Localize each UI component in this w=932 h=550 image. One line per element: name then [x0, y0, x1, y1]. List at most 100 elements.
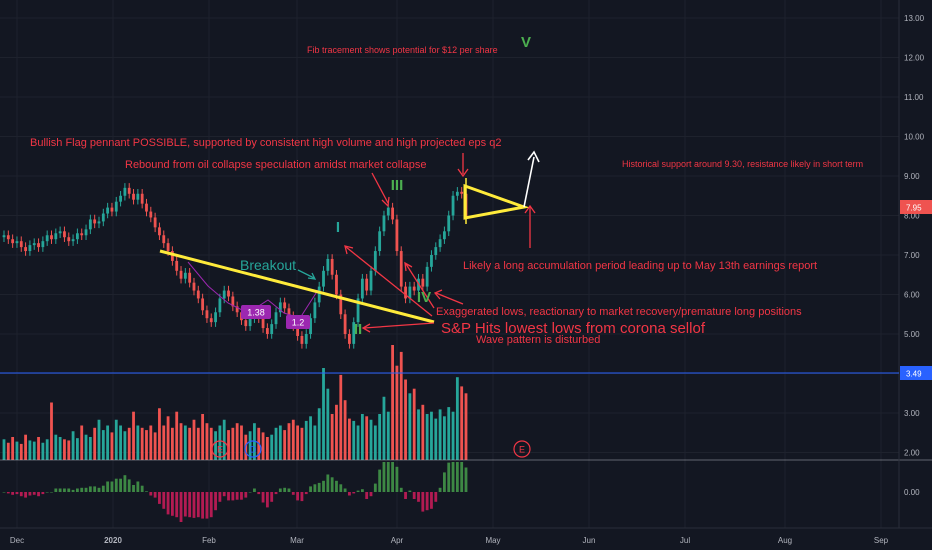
volume-bar: [434, 418, 438, 460]
price-tick: 10.00: [904, 133, 925, 142]
candle-body: [317, 286, 321, 303]
measure-box-2: [286, 315, 310, 329]
oscillator-bar: [270, 492, 274, 502]
volume-bar: [395, 365, 399, 460]
oscillator-bar: [391, 462, 395, 492]
volume-bar: [24, 434, 27, 460]
volume-bar: [127, 427, 131, 460]
volume-bar: [464, 393, 468, 460]
price-axis[interactable]: 13.00 12.00 11.00 10.00 9.00 8.00 7.00 6.00 5.00…: [904, 14, 925, 458]
candle-body: [93, 219, 97, 224]
oscillator-bar: [382, 462, 386, 492]
volume-bar: [356, 425, 360, 460]
measure-box-1: [241, 305, 271, 319]
price-tick: 8.00: [904, 212, 920, 221]
volume-bar: [235, 423, 239, 460]
candle-body: [265, 328, 269, 334]
volume-bar: [399, 351, 403, 460]
volume-bar: [205, 423, 209, 460]
candle-body: [114, 201, 118, 212]
oscillator-bar: [296, 492, 300, 501]
measure-box-1-label: 1.38: [247, 308, 265, 318]
volume-bar: [41, 442, 45, 460]
volume-bar: [166, 416, 170, 460]
arrow-breakout: [297, 269, 315, 279]
time-axis[interactable]: Dec 2020 Feb Mar Apr May Jun Jul Aug Sep: [10, 536, 889, 545]
price-tick: 9.00: [904, 172, 920, 181]
oscillator-bar: [460, 462, 464, 492]
candle-body: [188, 272, 192, 283]
volume-bar: [287, 423, 291, 460]
candle-body: [356, 298, 360, 323]
pennant-triangle: [463, 183, 530, 220]
upcoming-earnings-marker[interactable]: [513, 440, 531, 458]
oscillator-bar: [214, 492, 217, 511]
candlesticks: [2, 183, 468, 349]
dividend-marker[interactable]: [244, 440, 262, 458]
oscillator-bar: [132, 485, 135, 492]
oscillator-bar: [278, 488, 282, 492]
oscillator-bar: [45, 492, 49, 493]
event-markers[interactable]: E D E: [211, 440, 531, 458]
candle-body: [145, 203, 148, 212]
projection-arrowhead: [527, 150, 540, 163]
candle-body: [15, 241, 19, 244]
annotation-arrows: [344, 153, 536, 333]
volume-bar: [348, 418, 351, 460]
oscillator-bar: [373, 483, 377, 492]
volume-bar: [183, 425, 187, 460]
annotation-breakout: Breakout: [240, 257, 296, 273]
volume-bar: [386, 411, 390, 460]
candle-body: [2, 235, 6, 238]
oscillator-bar: [257, 492, 261, 495]
volume-bar: [265, 437, 269, 460]
arrow-low-2: [363, 322, 435, 329]
volume-bar: [335, 404, 338, 460]
volume-bar: [188, 427, 192, 460]
oscillator-bar: [97, 487, 101, 492]
candle-body: [127, 187, 131, 194]
volume-bar: [343, 400, 347, 460]
oscillator-bar: [395, 466, 399, 492]
candle-body: [179, 270, 183, 279]
volume-bar: [101, 430, 105, 460]
candle-body: [88, 219, 92, 230]
volume-bar: [270, 434, 274, 460]
dividend-marker-label: D: [250, 445, 257, 455]
volume-bar: [158, 408, 161, 460]
candle-body: [71, 239, 75, 242]
time-tick: Aug: [778, 536, 792, 545]
candle-body: [248, 318, 252, 327]
candle-body: [97, 221, 101, 224]
oscillator-bar: [443, 472, 446, 492]
price-tick: 11.00: [904, 93, 924, 102]
earnings-marker[interactable]: [211, 440, 229, 458]
oscillator-bar: [399, 487, 403, 492]
oscillator-bar: [339, 484, 343, 492]
volume-bar: [192, 419, 196, 460]
oscillator-bar: [317, 482, 321, 492]
oscillator-bar: [158, 492, 161, 504]
volume-bar: [365, 416, 369, 460]
time-tick: Dec: [10, 536, 24, 545]
candle-body: [192, 282, 196, 291]
oscillator-bar: [434, 492, 438, 502]
oscillator-bar: [54, 488, 58, 492]
oscillator-bar: [32, 492, 36, 495]
candle-body: [309, 318, 312, 334]
candle-body: [11, 239, 15, 244]
oscillator-bar: [166, 492, 170, 515]
volume-bar: [175, 411, 179, 460]
oscillator-bar: [451, 462, 455, 492]
volume-bar: [248, 431, 252, 460]
volume-bar: [114, 419, 118, 460]
candle-body: [63, 231, 66, 238]
annotation-historical: Historical support around 9.30, resistan…: [622, 159, 863, 169]
volume-bar: [304, 420, 308, 460]
oscillator-bar: [274, 492, 278, 495]
candle-body: [261, 318, 265, 329]
annotation-accumulation: Likely a long accumulation period leadin…: [463, 260, 817, 272]
volume-bar: [123, 431, 127, 460]
oscillator-bar: [227, 492, 230, 501]
